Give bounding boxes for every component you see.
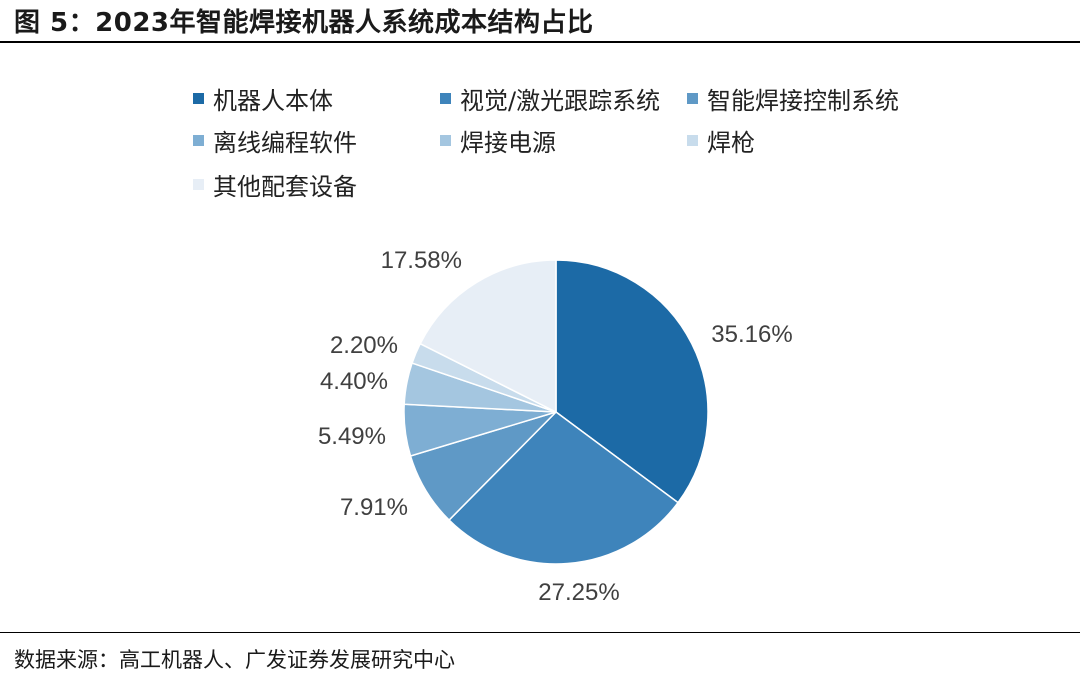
legend-label: 焊接电源 <box>460 128 556 157</box>
value-label-offline-programming: 5.49% <box>318 423 386 450</box>
legend-swatch <box>440 134 451 146</box>
value-label-other-equipment: 17.58% <box>381 247 462 274</box>
figure-title: 图 5：2023年智能焊接机器人系统成本结构占比 <box>14 8 594 38</box>
legend-swatch <box>193 178 204 190</box>
legend-item-robot-body: 机器人本体 <box>193 83 333 115</box>
legend-item-offline-programming: 离线编程软件 <box>193 125 357 157</box>
value-label-vision-tracking: 27.25% <box>538 579 619 606</box>
legend-swatch <box>193 134 204 146</box>
legend-swatch <box>687 92 698 104</box>
source-rule <box>0 632 1080 633</box>
value-label-robot-body: 35.16% <box>711 321 792 348</box>
legend-label: 智能焊接控制系统 <box>707 86 899 115</box>
pie-value-labels: 35.16% 27.25% 7.91% 5.49% 4.40% 2.20% 17… <box>318 247 793 606</box>
legend-item-welding-control: 智能焊接控制系统 <box>687 83 899 115</box>
legend-label: 机器人本体 <box>213 86 333 115</box>
value-label-welding-power: 4.40% <box>320 368 388 395</box>
legend-swatch <box>193 92 204 104</box>
legend-item-vision-tracking: 视觉/激光跟踪系统 <box>440 83 661 115</box>
legend-label: 焊枪 <box>707 128 755 157</box>
legend-item-other-equipment: 其他配套设备 <box>193 169 357 201</box>
value-label-welding-control: 7.91% <box>340 494 408 521</box>
slice-other-equipment <box>419 259 557 414</box>
slice-vision-tracking <box>448 411 680 565</box>
legend-item-welding-power: 焊接电源 <box>440 125 556 157</box>
legend-swatch <box>687 134 698 146</box>
legend-label: 视觉/激光跟踪系统 <box>460 86 661 115</box>
slice-robot-body <box>555 259 709 504</box>
legend-item-welding-torch: 焊枪 <box>687 125 755 157</box>
legend-label: 离线编程软件 <box>213 128 357 157</box>
pie-slices <box>403 259 709 565</box>
legend-label: 其他配套设备 <box>213 172 357 201</box>
source-note: 数据来源：高工机器人、广发证券发展研究中心 <box>14 648 455 672</box>
value-label-welding-torch: 2.20% <box>330 332 398 359</box>
title-rule <box>0 41 1080 43</box>
legend-swatch <box>440 92 451 104</box>
